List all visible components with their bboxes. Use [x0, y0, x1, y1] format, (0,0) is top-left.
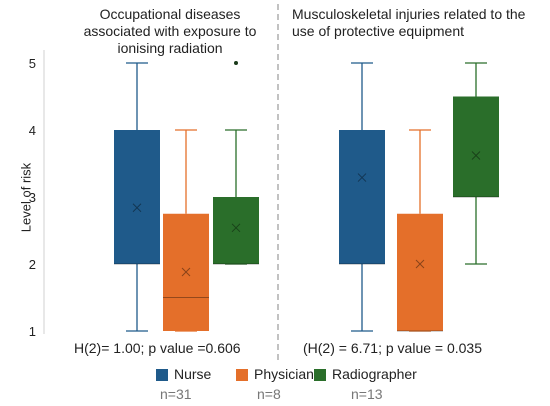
box-physician — [397, 213, 443, 331]
legend-swatch-radiographer — [314, 369, 326, 381]
test-result-musculoskeletal: (H(2) = 6.71; p value = 0.035 — [303, 340, 482, 356]
legend-swatch-nurse — [156, 369, 168, 381]
box-physician — [163, 213, 209, 331]
y-tick-label: 1 — [29, 324, 36, 339]
legend-n-radiographer: n=13 — [351, 386, 383, 402]
mean-marker-nurse — [132, 203, 142, 213]
test-result-radiation: H(2)= 1.00; p value =0.606 — [74, 340, 241, 356]
mean-marker-radiographer — [231, 223, 241, 233]
panel-title-musculoskeletal: Musculoskeletal injuries related to the … — [292, 6, 526, 39]
outlier-point-radiographer — [234, 61, 238, 65]
mean-marker-nurse — [357, 173, 367, 182]
y-tick-labels: 1 2 3 4 5 — [29, 56, 36, 339]
box-radiographer — [213, 197, 259, 264]
y-tick-label: 5 — [29, 56, 36, 71]
legend-n-nurse: n=31 — [160, 386, 192, 402]
y-tick-label: 4 — [29, 123, 36, 138]
legend-label-nurse: Nurse — [174, 366, 212, 382]
legend-label-radiographer: Radiographer — [332, 366, 417, 382]
legend-n-physician: n=8 — [257, 386, 281, 402]
y-tick-label: 3 — [29, 190, 36, 205]
mean-marker-physician — [181, 267, 191, 277]
panel-title-radiation: Occupational diseases associated with ex… — [83, 6, 257, 56]
box-radiographer — [453, 96, 499, 197]
legend: Nurse n=31 Physician n=8 Radiographer n=… — [156, 366, 456, 402]
mean-marker-radiographer — [471, 151, 481, 160]
legend-swatch-physician — [236, 369, 248, 381]
legend-label-physician: Physician — [254, 366, 314, 382]
box-nurse — [339, 130, 385, 264]
box-nurse — [114, 130, 160, 264]
mean-marker-physician — [415, 259, 425, 269]
y-tick-label: 2 — [29, 257, 36, 272]
box-marks — [114, 61, 499, 332]
y-axis-label: Level of risk — [18, 162, 34, 233]
